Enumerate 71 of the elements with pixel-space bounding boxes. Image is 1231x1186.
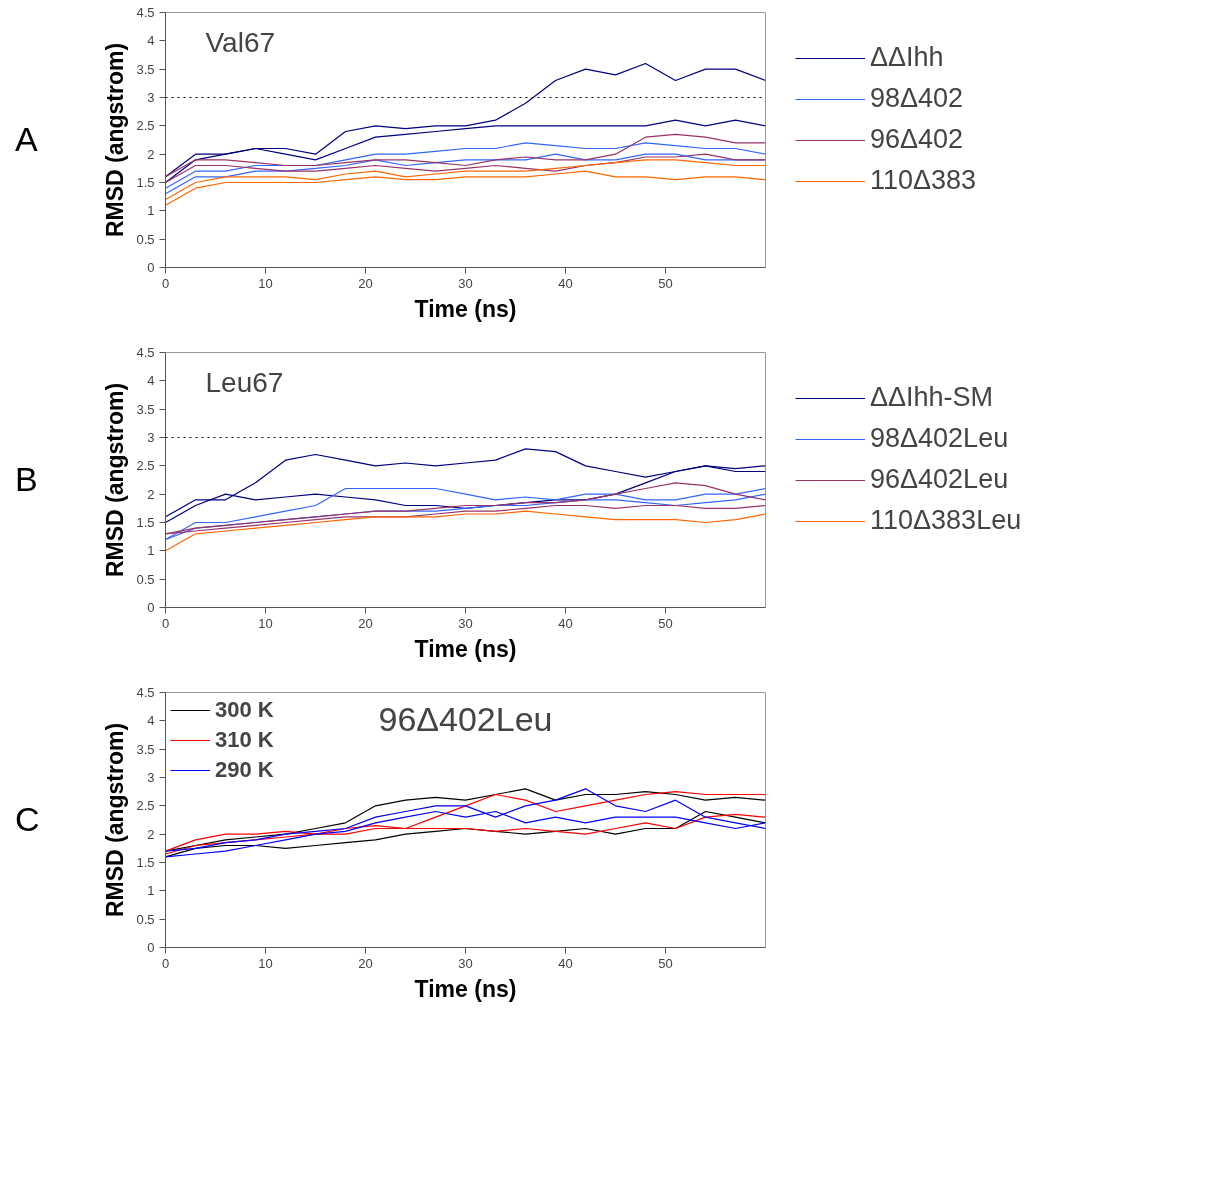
x-tick-label: 30 <box>458 275 473 291</box>
x-tick-label: 50 <box>658 275 673 291</box>
x-tick-label: 10 <box>258 615 273 631</box>
y-tick-label: 3 <box>147 90 155 105</box>
y-tick-label: 3.5 <box>136 61 155 77</box>
y-tick-label: 0.5 <box>136 231 155 247</box>
y-tick-label: 2 <box>147 146 155 162</box>
y-tick-label: 4 <box>147 33 155 49</box>
legend-label: 110Δ383Leu <box>870 505 1022 536</box>
y-tick-label: 0 <box>147 940 155 955</box>
y-tick-label: 1 <box>147 203 155 219</box>
x-tick-label: 0 <box>161 275 170 291</box>
text: Leu67 <box>205 366 284 398</box>
text: B <box>15 459 38 500</box>
x-tick-label: 40 <box>558 955 573 971</box>
x-tick-label: 0 <box>161 955 170 971</box>
y-tick-label: 4.5 <box>136 685 155 700</box>
y-tick-label: 2 <box>147 826 155 842</box>
text: A <box>15 119 38 160</box>
legend-label: ΔΔIhh <box>870 42 944 73</box>
y-tick-label: 4.5 <box>136 5 155 20</box>
y-tick-label: 4.5 <box>136 345 155 360</box>
x-tick-label: 0 <box>161 615 170 631</box>
legend-label: ΔΔIhh-SM <box>870 382 994 413</box>
legend-label: 98Δ402Leu <box>870 423 1009 454</box>
legend-label: 96Δ402 <box>870 124 964 155</box>
y-tick-label: 1.5 <box>136 515 155 530</box>
x-tick-label: 20 <box>358 275 373 291</box>
y-tick-label: 3 <box>147 430 155 445</box>
y-tick-label: 2.5 <box>136 118 155 134</box>
y-tick-label: 3 <box>147 770 155 785</box>
y-tick-label: 1 <box>147 883 155 899</box>
y-axis-title: RMSD (angstrom) <box>102 722 129 918</box>
x-tick-label: 20 <box>358 615 373 631</box>
legend-label: 300 K <box>215 697 274 723</box>
text: Val67 <box>205 26 276 58</box>
text: C <box>15 799 40 840</box>
x-axis-title: Time (ns) <box>414 975 517 1002</box>
y-tick-label: 2.5 <box>136 798 155 814</box>
y-tick-label: 0.5 <box>136 571 155 587</box>
x-tick-label: 40 <box>558 275 573 291</box>
y-axis-title: RMSD (angstrom) <box>102 42 129 238</box>
legend-label: 290 K <box>215 757 274 783</box>
y-tick-label: 1.5 <box>136 855 155 870</box>
x-tick-label: 50 <box>658 955 673 971</box>
y-tick-label: 3.5 <box>136 401 155 417</box>
y-tick-label: 3.5 <box>136 741 155 757</box>
x-axis-title: Time (ns) <box>414 295 517 322</box>
y-tick-label: 4 <box>147 713 155 729</box>
chart-title: 96Δ402Leu <box>378 699 553 738</box>
y-tick-label: 1.5 <box>136 175 155 190</box>
y-tick-label: 0 <box>147 260 155 275</box>
y-tick-label: 2.5 <box>136 458 155 474</box>
legend-label: 98Δ402 <box>870 83 964 114</box>
y-tick-label: 0 <box>147 600 155 615</box>
x-tick-label: 40 <box>558 615 573 631</box>
legend-label: 110Δ383 <box>870 165 977 196</box>
legend-label: 96Δ402Leu <box>870 464 1009 495</box>
x-axis-title: Time (ns) <box>414 635 517 662</box>
y-tick-label: 4 <box>147 373 155 389</box>
y-tick-label: 1 <box>147 543 155 559</box>
x-tick-label: 10 <box>258 955 273 971</box>
y-tick-label: 0.5 <box>136 911 155 927</box>
y-axis-title: RMSD (angstrom) <box>102 382 129 578</box>
x-tick-label: 30 <box>458 615 473 631</box>
legend-label: 310 K <box>215 727 274 753</box>
y-tick-label: 2 <box>147 486 155 502</box>
x-tick-label: 20 <box>358 955 373 971</box>
x-tick-label: 30 <box>458 955 473 971</box>
x-tick-label: 50 <box>658 615 673 631</box>
x-tick-label: 10 <box>258 275 273 291</box>
